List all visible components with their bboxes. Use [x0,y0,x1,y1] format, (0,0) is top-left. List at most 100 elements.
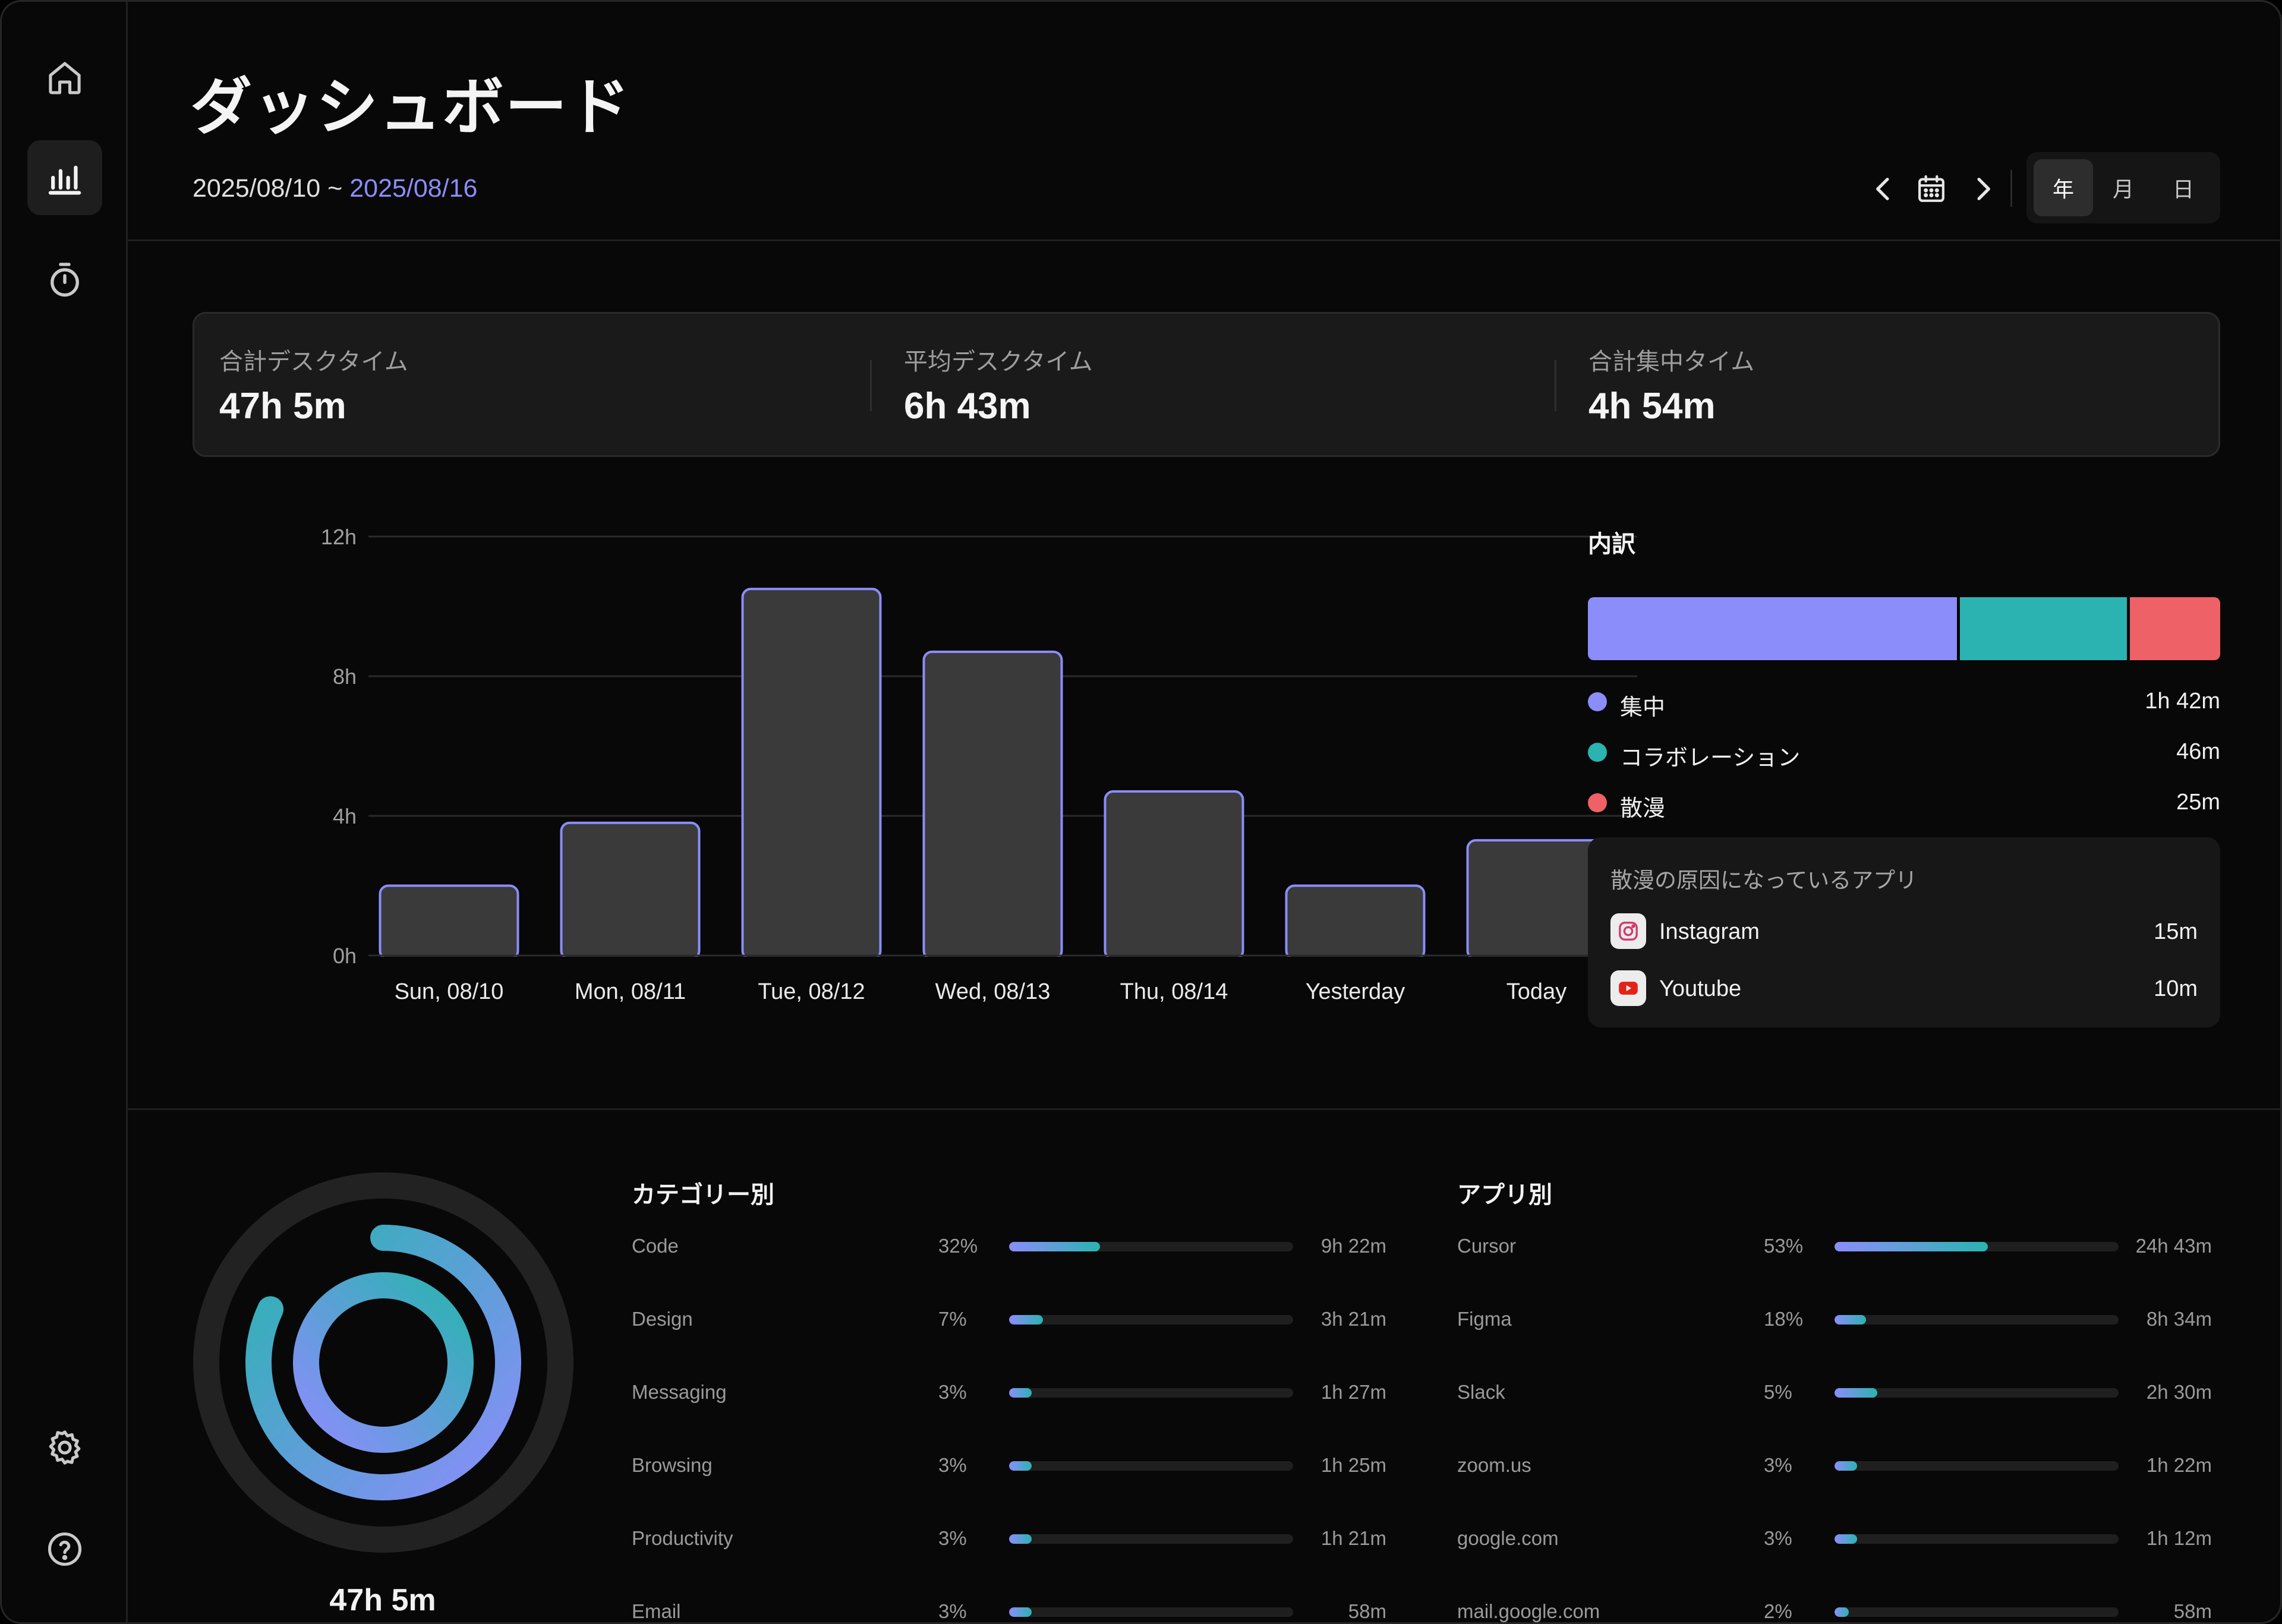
row-time: 2h 30m [2146,1381,2212,1403]
stat-total-focus-time: 合計集中タイム 4h 54m [1588,314,2242,455]
stacked-bar-segment [1957,597,2127,660]
period-option-day[interactable]: 日 [2172,177,2194,201]
toolbar-divider [2010,170,2012,207]
x-tick-label: Thu, 08/14 [1120,979,1228,1004]
category-list-title: カテゴリー別 [632,1182,774,1208]
row-progress-fill [1009,1461,1032,1471]
app-row[interactable]: google.com 3% 1h 12m [1457,1521,2212,1557]
row-name: Slack [1457,1381,1505,1403]
stacked-bar-segment [1588,597,1958,660]
row-progress-fill [1835,1242,1988,1251]
date-end[interactable]: 2025/08/16 [349,174,478,203]
chevron-right-icon [1977,178,1990,200]
sidebar-item-stats[interactable] [27,140,102,215]
distracting-app-row-instagram[interactable]: Instagram 15m [1610,913,2198,951]
breakdown-title: 内訳 [1588,531,1635,557]
stat-separator [1555,360,1556,411]
ring-arc-inner [293,1272,474,1453]
category-row[interactable]: Productivity 3% 1h 21m [632,1521,1386,1557]
timer-icon [51,263,79,297]
youtube-icon [1610,970,1646,1006]
instagram-icon [1610,913,1646,949]
gear-icon [49,1430,81,1465]
home-icon [49,62,81,94]
app-row[interactable]: Cursor 53% 24h 43m [1457,1229,2212,1264]
desk-time-bar-chart: 0h 4h 8h 12h Sun, 08/10 Mon, 08/11 Tue, 08/12 W… [321,525,1637,1004]
category-row[interactable]: Email 3% 58m [632,1594,1386,1622]
category-row[interactable]: Messaging 3% 1h 27m [632,1375,1386,1411]
row-name: zoom.us [1457,1454,1531,1476]
header-divider [128,239,2280,241]
bar-4 [1104,790,1244,960]
app-row[interactable]: zoom.us 3% 1h 22m [1457,1448,2212,1484]
app-row[interactable]: mail.google.com 2% 58m [1457,1594,2212,1622]
stat-value: 6h 43m [904,386,1031,427]
legend-label: 散漫 [1620,796,1666,821]
row-progress-track [1835,1242,2119,1251]
distracting-apps-card: 散漫の原因になっているアプリ Instagram 15m Youtube 10m [1588,837,2220,1027]
row-progress-track [1009,1242,1293,1251]
category-row[interactable]: Code 32% 9h 22m [632,1229,1386,1264]
x-tick-label: Wed, 08/13 [935,979,1051,1004]
row-progress-track [1009,1315,1293,1325]
row-name: Figma [1457,1308,1512,1330]
sidebar-item-home[interactable] [27,40,102,115]
stat-value: 4h 54m [1588,386,1716,427]
row-time: 1h 12m [2146,1527,2212,1549]
date-range: 2025/08/10 ~ 2025/08/16 [193,174,477,203]
x-tick-label: Yesterday [1306,979,1405,1004]
x-tick-label: Mon, 08/11 [575,979,686,1004]
sidebar-item-help[interactable] [27,1512,102,1587]
x-tick-label: Tue, 08/12 [758,979,865,1004]
stats-card: 合計デスクタイム 47h 5m 平均デスクタイム 6h 43m 合計集中タイム … [193,312,2220,457]
row-percent: 7% [938,1308,967,1330]
page-title: ダッシュボード [190,73,632,142]
app-name: Youtube [1659,976,1742,1001]
row-name: google.com [1457,1527,1559,1549]
stat-label: 合計集中タイム [1588,349,1755,375]
ring-total: 47h 5m [329,1583,436,1617]
baseline-mask [368,957,1637,965]
legend-value: 46m [2176,739,2220,764]
row-progress-track [1835,1607,2119,1617]
legend-row-distraction: 散漫 25m [1588,785,2220,821]
row-progress-fill [1835,1388,1877,1398]
category-row[interactable]: Design 7% 3h 21m [632,1302,1386,1338]
sidebar-item-settings[interactable] [27,1410,102,1485]
prev-period-button[interactable] [1865,171,1901,207]
row-percent: 3% [938,1527,967,1549]
sidebar-item-timer[interactable] [27,242,102,317]
row-name: Productivity [632,1527,733,1549]
distracting-app-row-youtube[interactable]: Youtube 10m [1610,970,2198,1008]
category-list: カテゴリー別 Code 32% 9h 22m Design 7% 3h 21m Messag… [632,1175,1386,1622]
row-time: 9h 22m [1320,1235,1386,1257]
category-row[interactable]: Browsing 3% 1h 25m [632,1448,1386,1484]
sidebar [2,2,128,1622]
row-time: 24h 43m [2135,1235,2212,1257]
calendar-button[interactable] [1911,168,1952,210]
row-name: Design [632,1308,693,1330]
main-content: ダッシュボード 2025/08/10 ~ 2025/08/16 年 月 日 合計… [128,2,2280,1622]
stat-label: 合計デスクタイム [219,349,408,375]
row-time: 1h 22m [2146,1454,2212,1476]
ring-track [193,1172,573,1553]
row-progress-fill [1009,1388,1032,1398]
stacked-bar-segment [2126,597,2220,660]
y-tick-label: 0h [333,944,357,968]
row-progress-fill [1835,1461,1858,1471]
legend-label: コラボレーション [1620,746,1801,771]
row-percent: 3% [1764,1527,1792,1549]
legend-label: 集中 [1620,695,1666,720]
stat-total-desk-time: 合計デスクタイム 47h 5m [219,314,873,455]
next-period-button[interactable] [1965,171,2001,207]
row-percent: 3% [938,1600,967,1622]
period-option-year[interactable]: 年 [2034,159,2093,216]
row-name: Messaging [632,1381,727,1403]
app-row[interactable]: Slack 5% 2h 30m [1457,1375,2212,1411]
row-progress-fill [1009,1242,1100,1251]
legend-row-collaboration: コラボレーション 46m [1588,734,2220,771]
app-row[interactable]: Figma 18% 8h 34m [1457,1302,2212,1338]
row-percent: 2% [1764,1600,1792,1622]
period-option-month[interactable]: 月 [2112,177,2134,201]
row-progress-track [1009,1607,1293,1617]
